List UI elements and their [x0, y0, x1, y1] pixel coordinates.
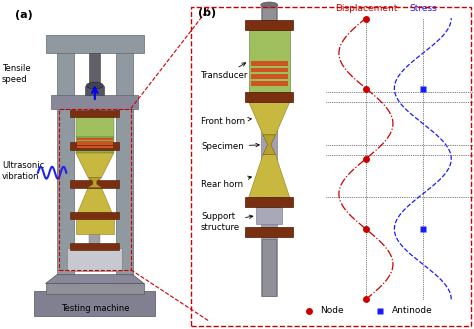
- Bar: [251, 74, 288, 79]
- Polygon shape: [263, 135, 275, 155]
- Bar: [51, 95, 138, 109]
- Bar: [85, 86, 104, 95]
- Text: Testing machine: Testing machine: [61, 304, 129, 313]
- Bar: [70, 243, 119, 250]
- Bar: [262, 239, 276, 296]
- Bar: [251, 61, 288, 66]
- Bar: [251, 81, 288, 86]
- Text: (a): (a): [15, 10, 33, 20]
- Ellipse shape: [86, 82, 103, 89]
- Bar: [77, 143, 113, 145]
- Bar: [116, 39, 133, 296]
- Bar: [245, 227, 293, 237]
- Text: Rear horn: Rear horn: [201, 176, 251, 189]
- Text: Specimen: Specimen: [201, 142, 259, 151]
- Text: Ultrasonic
vibration: Ultrasonic vibration: [2, 162, 44, 181]
- Bar: [70, 142, 119, 150]
- Bar: [245, 92, 293, 102]
- Polygon shape: [249, 155, 290, 197]
- Bar: [77, 141, 113, 143]
- Text: (b): (b): [198, 8, 216, 18]
- Bar: [70, 180, 119, 188]
- Polygon shape: [76, 153, 114, 178]
- Bar: [256, 207, 282, 224]
- Bar: [76, 137, 114, 153]
- Bar: [46, 35, 144, 53]
- FancyBboxPatch shape: [67, 248, 122, 271]
- Bar: [34, 291, 155, 316]
- Bar: [245, 20, 293, 30]
- Bar: [70, 212, 119, 219]
- Bar: [59, 109, 131, 270]
- Bar: [89, 109, 100, 270]
- Ellipse shape: [261, 2, 278, 8]
- Bar: [57, 39, 74, 296]
- Polygon shape: [76, 188, 114, 217]
- Text: Transducer: Transducer: [201, 63, 248, 80]
- Bar: [249, 30, 290, 92]
- Text: Front horn: Front horn: [201, 117, 251, 126]
- Polygon shape: [88, 178, 101, 188]
- Bar: [261, 5, 277, 296]
- Text: Support
structure: Support structure: [201, 213, 253, 232]
- Text: Antinode: Antinode: [392, 306, 432, 316]
- Bar: [70, 110, 119, 117]
- Bar: [262, 5, 276, 20]
- Bar: [89, 53, 100, 86]
- Text: Tensile
speed: Tensile speed: [2, 64, 30, 84]
- Bar: [245, 197, 293, 207]
- Bar: [76, 117, 114, 137]
- Bar: [76, 217, 114, 234]
- Bar: [77, 138, 113, 140]
- Text: Stress: Stress: [409, 4, 437, 13]
- Polygon shape: [249, 102, 290, 135]
- Bar: [77, 146, 113, 148]
- Text: Node: Node: [320, 306, 344, 316]
- Text: Displacement: Displacement: [335, 4, 397, 13]
- Polygon shape: [46, 275, 144, 284]
- Bar: [251, 68, 288, 72]
- Bar: [46, 283, 144, 294]
